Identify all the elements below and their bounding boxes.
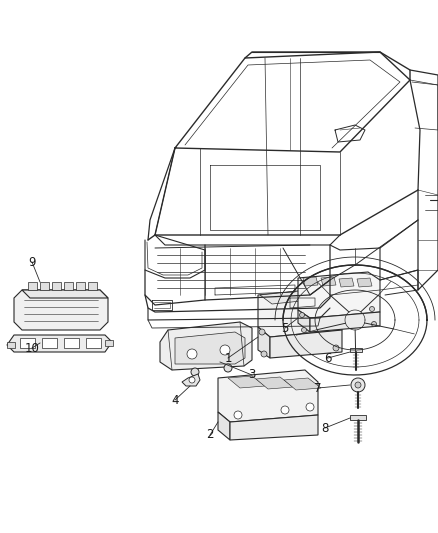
Bar <box>76 282 85 290</box>
Text: 2: 2 <box>206 429 214 441</box>
Polygon shape <box>258 288 342 337</box>
Polygon shape <box>228 376 265 388</box>
Text: 1: 1 <box>224 351 232 365</box>
Text: 8: 8 <box>321 422 328 434</box>
Polygon shape <box>7 335 112 352</box>
Bar <box>86 338 101 348</box>
Text: 5: 5 <box>281 321 289 335</box>
Circle shape <box>370 306 374 311</box>
Circle shape <box>306 403 314 411</box>
Circle shape <box>259 329 265 335</box>
Bar <box>64 282 73 290</box>
Text: 4: 4 <box>171 393 179 407</box>
Polygon shape <box>160 322 252 370</box>
Polygon shape <box>350 415 366 420</box>
Circle shape <box>351 378 365 392</box>
Circle shape <box>261 351 267 357</box>
Polygon shape <box>182 374 200 386</box>
Text: 3: 3 <box>248 368 256 382</box>
Polygon shape <box>218 370 318 422</box>
Circle shape <box>355 382 361 388</box>
Bar <box>64 338 79 348</box>
Bar <box>42 338 57 348</box>
Circle shape <box>331 323 337 329</box>
Polygon shape <box>298 272 380 318</box>
Text: 9: 9 <box>28 255 36 269</box>
Circle shape <box>281 406 289 414</box>
Polygon shape <box>303 277 318 286</box>
Polygon shape <box>270 330 342 358</box>
Polygon shape <box>321 277 336 286</box>
Text: 10: 10 <box>25 342 39 354</box>
Circle shape <box>224 364 232 372</box>
Circle shape <box>333 345 339 351</box>
Bar <box>28 282 37 290</box>
Text: 7: 7 <box>314 382 322 394</box>
Polygon shape <box>310 312 380 332</box>
Polygon shape <box>284 378 321 390</box>
Polygon shape <box>350 348 362 352</box>
Polygon shape <box>218 412 230 440</box>
Circle shape <box>189 377 195 383</box>
Bar <box>88 282 97 290</box>
Polygon shape <box>357 278 372 287</box>
Circle shape <box>234 411 242 419</box>
Circle shape <box>371 321 377 327</box>
Bar <box>105 340 113 346</box>
Circle shape <box>187 349 197 359</box>
Polygon shape <box>256 377 293 389</box>
Bar <box>20 338 35 348</box>
Polygon shape <box>298 310 310 332</box>
Circle shape <box>191 368 199 376</box>
Polygon shape <box>230 415 318 440</box>
Bar <box>40 282 49 290</box>
Polygon shape <box>14 290 108 330</box>
Circle shape <box>220 345 230 355</box>
Bar <box>52 282 61 290</box>
Polygon shape <box>260 288 340 304</box>
Polygon shape <box>339 278 354 287</box>
Polygon shape <box>175 332 245 364</box>
Polygon shape <box>22 290 108 298</box>
Polygon shape <box>258 327 270 358</box>
Text: 6: 6 <box>324 351 332 365</box>
Bar <box>7 342 15 348</box>
Circle shape <box>301 327 307 333</box>
Circle shape <box>300 312 304 318</box>
